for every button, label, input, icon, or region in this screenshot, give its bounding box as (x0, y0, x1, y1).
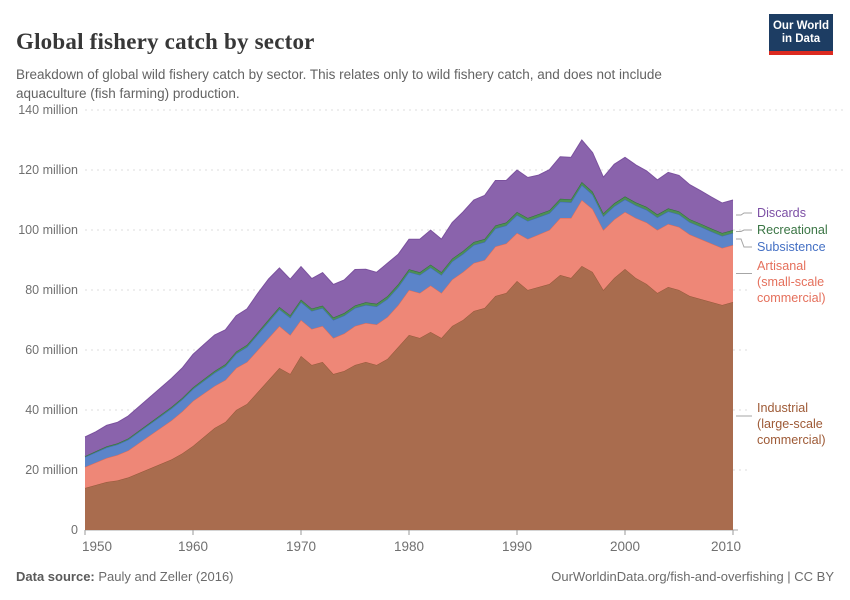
legend-connectors (736, 212, 752, 417)
x-axis-label: 1990 (502, 539, 532, 554)
data-source-label: Data source: (16, 569, 95, 584)
area-industrial[interactable] (85, 266, 733, 530)
y-axis-label: 20 million (25, 463, 78, 477)
fishery-stacked-area-chart[interactable]: 0 20 million 40 million 60 million 80 millio… (0, 95, 850, 565)
legend-label-discards[interactable]: Discards (757, 206, 806, 220)
x-axis-label: 2000 (610, 539, 640, 554)
y-axis-label: 0 (71, 523, 78, 537)
chart-footer: Data source: Pauly and Zeller (2016) Our… (16, 569, 834, 584)
y-axis-label: 60 million (25, 343, 78, 357)
owid-logo-line2: in Data (781, 32, 821, 45)
x-axis-label: 1970 (286, 539, 316, 554)
page-title: Global fishery catch by sector (16, 29, 315, 55)
area-artisanal[interactable] (85, 200, 733, 488)
y-axis-label: 120 million (18, 163, 78, 177)
gridlines: 0 20 million 40 million 60 million 80 millio… (18, 103, 845, 537)
y-axis-label: 140 million (18, 103, 78, 117)
area-recreational[interactable] (85, 182, 733, 458)
x-axis-label: 1980 (394, 539, 424, 554)
data-source: Data source: Pauly and Zeller (2016) (16, 569, 234, 584)
legend-label-industrial[interactable]: Industrial (large-scale commercial) (757, 401, 826, 447)
area-subsistence[interactable] (85, 185, 733, 467)
license-credit[interactable]: OurWorldinData.org/fish-and-overfishing … (551, 569, 834, 584)
y-axis-label: 100 million (18, 223, 78, 237)
area-series[interactable] (84, 139, 734, 530)
x-axis-label: 1960 (178, 539, 208, 554)
chart-area: 0 20 million 40 million 60 million 80 millio… (0, 95, 850, 565)
owid-logo-line1: Our World (772, 19, 829, 32)
y-axis-label: 80 million (25, 283, 78, 297)
legend-label-artisanal[interactable]: Artisanal (small-scale commercial) (757, 259, 826, 305)
y-axis-label: 40 million (25, 403, 78, 417)
area-topline-discards (84, 139, 734, 438)
data-source-value[interactable]: Pauly and Zeller (2016) (98, 569, 234, 584)
x-axis-label: 1950 (82, 539, 112, 554)
legend-label-recreational[interactable]: Recreational (757, 223, 828, 237)
x-axis: 1950 1960 1970 1980 1990 2000 2010 (82, 530, 741, 554)
legend-label-subsistence[interactable]: Subsistence (757, 240, 826, 254)
x-axis-label: 2010 (711, 539, 741, 554)
page-subtitle: Breakdown of global wild fishery catch b… (16, 66, 662, 102)
owid-logo[interactable]: Our World in Data (769, 14, 833, 55)
